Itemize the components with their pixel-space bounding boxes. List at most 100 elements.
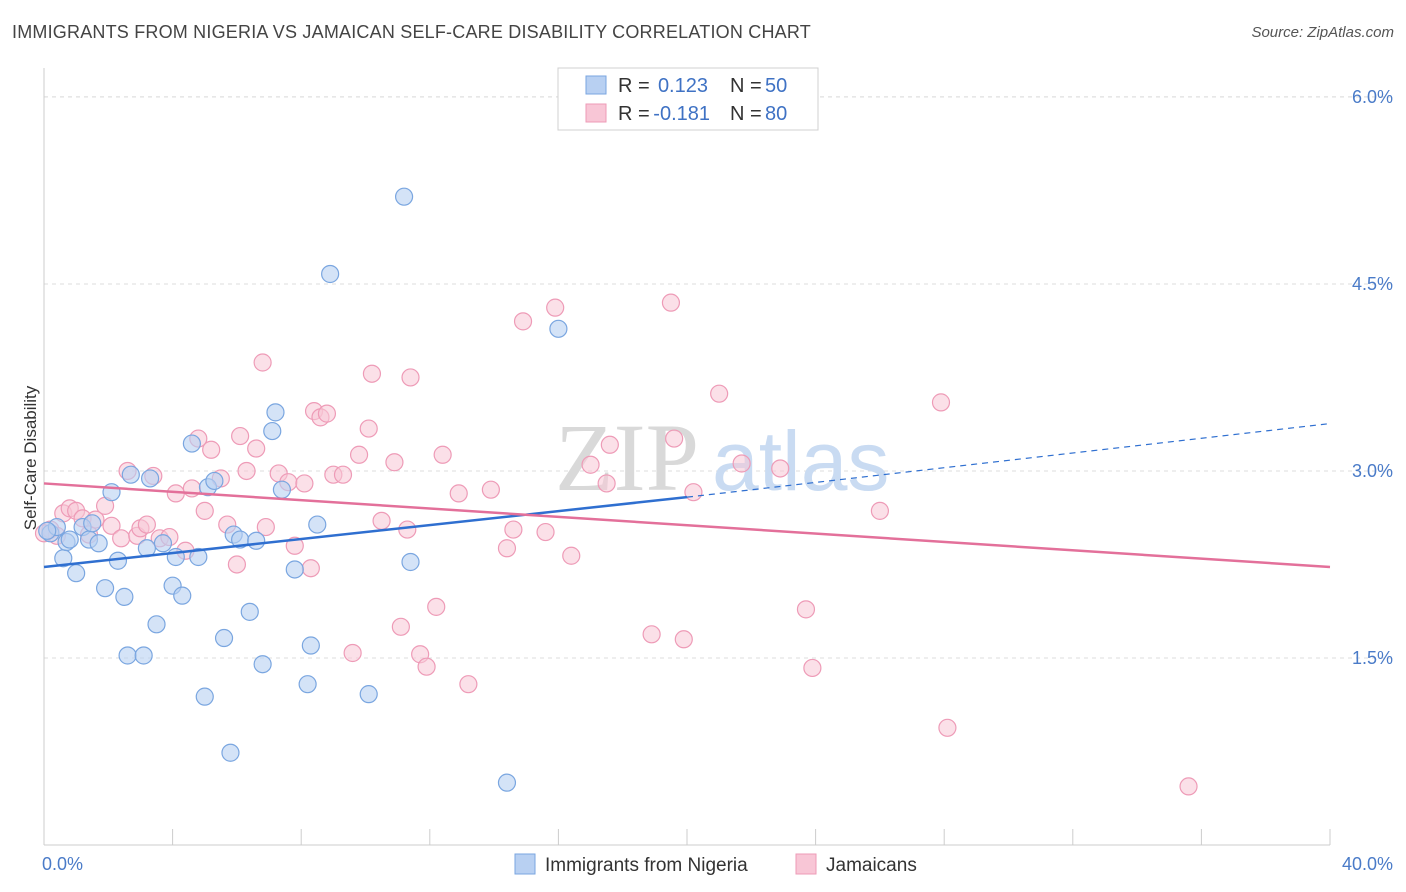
point-jamaicans (256, 517, 275, 537)
point-jamaicans (195, 501, 214, 520)
point-jamaicans (391, 617, 410, 636)
series-jamaicans (34, 293, 1198, 796)
trend-line-nigeria (43, 495, 688, 569)
legend-n-value-blue: 50 (765, 75, 787, 97)
point-jamaicans (317, 404, 337, 423)
point-jamaicans (562, 546, 581, 565)
point-jamaicans (642, 625, 661, 644)
point-jamaicans (513, 312, 533, 331)
bottom-legend: Immigrants from Nigeria Jamaicans (514, 853, 917, 876)
source-label: Source: ZipAtlas.com (1251, 24, 1394, 41)
point-nigeria (497, 773, 517, 792)
point-jamaicans (417, 657, 436, 676)
point-jamaicans (481, 480, 500, 499)
legend-r-label-blue: R = (618, 75, 650, 97)
point-jamaicans (1179, 777, 1198, 796)
point-jamaicans (771, 459, 790, 478)
point-nigeria (253, 655, 272, 674)
point-jamaicans (237, 461, 256, 481)
point-nigeria (394, 187, 414, 206)
point-nigeria (298, 675, 317, 694)
point-jamaicans (349, 445, 369, 464)
point-nigeria (60, 530, 79, 549)
point-nigeria (134, 646, 153, 665)
point-nigeria (247, 531, 266, 550)
point-nigeria (285, 560, 304, 579)
point-jamaicans (536, 522, 555, 542)
legend-n-label-pink: N = (730, 103, 762, 125)
point-nigeria (121, 465, 140, 484)
point-nigeria (89, 534, 108, 553)
point-nigeria (118, 646, 137, 665)
point-jamaicans (333, 465, 353, 484)
legend-r-label-pink: R = (618, 103, 650, 125)
point-nigeria (83, 514, 102, 533)
point-nigeria (182, 434, 201, 453)
point-jamaicans (931, 393, 951, 412)
y-tick-label: 1.5% (1352, 648, 1393, 668)
y-tick-label: 3.0% (1352, 461, 1393, 481)
chart-title: IMMIGRANTS FROM NIGERIA VS JAMAICAN SELF… (12, 22, 811, 42)
point-jamaicans (102, 516, 121, 535)
point-jamaicans (343, 643, 362, 663)
point-jamaicans (732, 454, 751, 473)
grid-lines (44, 96, 1392, 659)
point-nigeria (221, 743, 240, 762)
watermark: ZIP atlas (555, 404, 889, 511)
point-jamaicans (597, 474, 616, 493)
bottom-legend-swatch-blue (514, 853, 536, 875)
point-nigeria (140, 469, 160, 488)
point-jamaicans (661, 293, 681, 312)
point-jamaicans (600, 435, 619, 454)
bottom-legend-label-nigeria: Immigrants from Nigeria (545, 855, 748, 876)
y-tick-labels: 1.5% 3.0% 4.5% 6.0% (1352, 87, 1393, 668)
point-jamaicans (665, 429, 684, 448)
legend-r-value-blue: 0.123 (658, 75, 708, 97)
point-nigeria (115, 587, 134, 606)
point-jamaicans (546, 298, 565, 317)
point-jamaicans (359, 419, 378, 438)
point-jamaicans (803, 658, 822, 678)
point-jamaicans (401, 368, 420, 387)
point-jamaicans (227, 555, 246, 574)
bottom-legend-label-jamaicans: Jamaicans (826, 855, 917, 876)
point-jamaicans (938, 718, 957, 737)
point-jamaicans (684, 483, 703, 502)
point-jamaicans (796, 600, 816, 619)
x-tick-labels: 0.0% 40.0% (42, 854, 1393, 874)
legend-swatch-pink (585, 103, 607, 123)
point-jamaicans (253, 353, 272, 372)
point-jamaicans (710, 384, 729, 403)
point-jamaicans (449, 484, 468, 503)
trend-lines (43, 422, 1331, 569)
point-jamaicans (285, 536, 304, 555)
point-jamaicans (137, 515, 156, 534)
point-nigeria (272, 480, 292, 499)
point-jamaicans (674, 630, 693, 649)
watermark-zip: ZIP (555, 404, 699, 511)
point-nigeria (359, 685, 378, 704)
point-jamaicans (427, 597, 446, 616)
point-jamaicans (231, 426, 250, 446)
point-nigeria (153, 534, 173, 553)
point-nigeria (401, 552, 420, 572)
point-nigeria (321, 264, 340, 284)
point-jamaicans (301, 559, 320, 578)
point-nigeria (147, 615, 166, 634)
y-tick-label: 6.0% (1352, 87, 1393, 107)
legend-r-value-pink: -0.181 (653, 103, 710, 125)
legend: R = 0.123 N = 50 R = -0.181 N = 80 (557, 67, 819, 131)
axes (43, 68, 1331, 846)
point-nigeria (189, 547, 208, 567)
point-nigeria (263, 421, 282, 441)
point-nigeria (67, 564, 86, 583)
point-nigeria (308, 515, 327, 534)
point-nigeria (301, 636, 320, 655)
point-jamaicans (459, 675, 478, 694)
point-nigeria (266, 403, 285, 422)
series-nigeria (38, 187, 568, 792)
y-axis-title: Self-Care Disability (21, 385, 40, 530)
point-jamaicans (295, 474, 314, 493)
point-jamaicans (202, 440, 221, 459)
